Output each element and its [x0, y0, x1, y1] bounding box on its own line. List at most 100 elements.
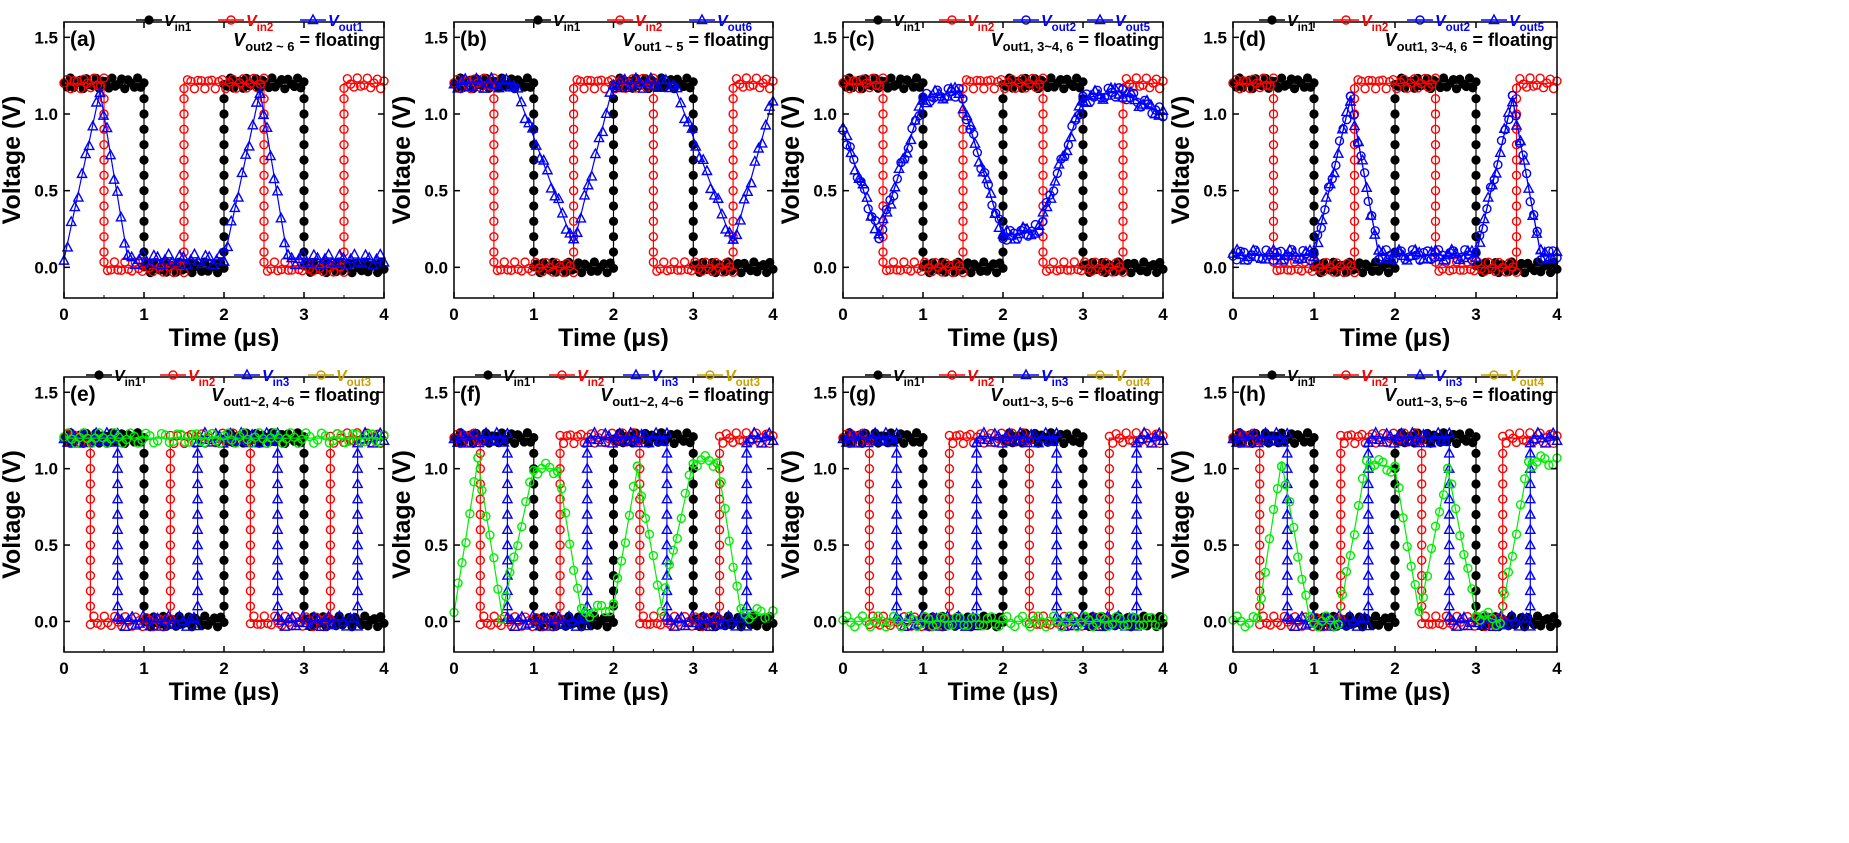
- data-point: [299, 155, 309, 165]
- data-point: [481, 77, 494, 88]
- data-point: [351, 492, 364, 504]
- data-point: [958, 201, 968, 211]
- data-point: [503, 265, 513, 275]
- data-point: [581, 492, 593, 504]
- data-point: [1358, 611, 1371, 622]
- data-point: [1130, 523, 1143, 534]
- data-point: [697, 153, 709, 164]
- data-point: [1078, 479, 1088, 489]
- data-point: [728, 247, 738, 257]
- data-point: [101, 121, 113, 133]
- data-point: [972, 147, 983, 158]
- legend-entry: Vout2: [1013, 13, 1076, 34]
- data-point: [1309, 479, 1319, 489]
- data-point: [1073, 99, 1085, 111]
- data-point: [85, 509, 96, 520]
- data-point: [1383, 268, 1394, 278]
- legend-label: Vin2: [635, 13, 662, 34]
- data-point: [1511, 201, 1522, 211]
- data-point: [918, 479, 928, 489]
- data-point: [1050, 462, 1063, 473]
- data-point: [271, 184, 284, 196]
- data-point: [473, 453, 483, 463]
- data-point: [85, 463, 96, 474]
- data-point: [648, 257, 659, 267]
- data-point: [252, 619, 263, 629]
- data-point: [236, 166, 248, 178]
- data-point: [186, 76, 196, 87]
- data-point: [1509, 615, 1522, 627]
- data-point: [1255, 555, 1265, 566]
- data-point: [669, 438, 679, 449]
- data-point: [1356, 153, 1369, 165]
- data-point: [1050, 426, 1063, 438]
- series-line: [454, 82, 774, 247]
- data-point: [1118, 109, 1128, 119]
- data-point: [61, 436, 74, 447]
- data-point: [1024, 601, 1035, 611]
- data-point: [918, 571, 928, 581]
- data-point: [637, 82, 650, 93]
- data-point: [1443, 492, 1456, 504]
- data-point: [501, 477, 514, 489]
- data-point: [496, 73, 509, 85]
- data-point: [704, 620, 717, 631]
- data-point: [1417, 448, 1427, 459]
- data-point: [1078, 601, 1088, 611]
- panel-label: (h): [1239, 383, 1266, 406]
- data-point: [1248, 427, 1261, 439]
- legend-entry: Vin2: [160, 368, 215, 389]
- data-point: [1003, 426, 1016, 438]
- data-point: [325, 479, 336, 489]
- data-point: [280, 84, 290, 94]
- data-point: [459, 72, 471, 84]
- data-point: [1402, 434, 1415, 445]
- data-point: [1362, 619, 1375, 631]
- data-point: [129, 258, 142, 270]
- data-point: [172, 429, 182, 439]
- data-point: [1357, 473, 1368, 484]
- data-point: [558, 267, 568, 278]
- data-point: [219, 201, 229, 211]
- data-point: [1507, 551, 1518, 561]
- data-point: [1336, 509, 1346, 520]
- legend-label-sub: out4: [1520, 377, 1545, 389]
- data-point: [238, 74, 248, 84]
- data-point: [529, 170, 539, 180]
- data-point: [1378, 457, 1388, 467]
- data-point: [560, 508, 571, 518]
- data-point: [1470, 251, 1482, 263]
- data-point: [1050, 523, 1063, 534]
- data-point: [352, 73, 363, 83]
- data-point: [635, 601, 645, 611]
- data-point: [61, 241, 74, 252]
- data-point: [207, 428, 217, 439]
- data-point: [501, 446, 514, 458]
- data-point: [600, 607, 611, 617]
- data-point: [1390, 124, 1400, 134]
- legend-label-sub: in2: [199, 377, 216, 389]
- data-point: [638, 611, 648, 621]
- data-point: [741, 73, 752, 83]
- data-point: [1471, 540, 1481, 550]
- data-point: [1390, 601, 1400, 611]
- data-point: [344, 436, 354, 447]
- data-point: [998, 571, 1008, 581]
- data-point: [1032, 436, 1045, 448]
- y-tick-label: 0.5: [1203, 182, 1227, 201]
- legend-label-base: V: [553, 13, 565, 30]
- legend-label-base: V: [1361, 13, 1373, 30]
- data-point: [1303, 617, 1316, 628]
- data-point: [890, 492, 903, 504]
- data-point: [1439, 435, 1452, 446]
- data-point: [881, 265, 892, 276]
- data-point: [1443, 426, 1456, 438]
- data-point: [1390, 170, 1400, 180]
- data-point: [1367, 76, 1377, 86]
- data-point: [1281, 569, 1294, 580]
- data-point: [155, 620, 168, 631]
- data-point: [271, 477, 284, 489]
- data-point: [688, 186, 698, 196]
- data-point: [475, 601, 486, 611]
- data-point: [159, 614, 171, 626]
